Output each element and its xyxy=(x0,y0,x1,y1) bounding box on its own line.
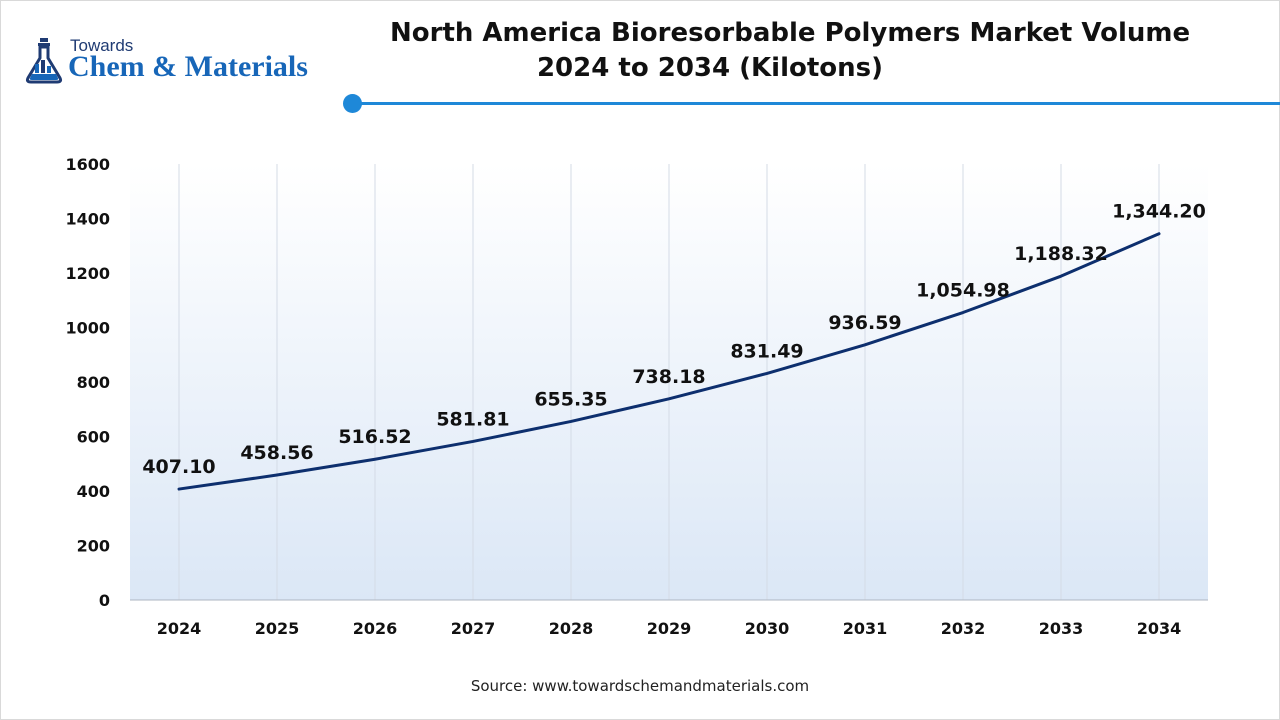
chart-title-line-2: 2024 to 2034 (Kilotons) xyxy=(536,53,884,83)
y-tick-label: 0 xyxy=(99,591,110,610)
x-tick-label-2033: 2033 xyxy=(1039,619,1084,638)
x-tick-label-2034: 2034 xyxy=(1137,619,1182,638)
data-label-2026: 516.52 xyxy=(338,426,411,448)
x-tick-label-2028: 2028 xyxy=(549,619,594,638)
x-tick-label-2029: 2029 xyxy=(647,619,692,638)
y-tick-label: 1400 xyxy=(65,210,110,229)
title-divider xyxy=(353,102,1280,105)
data-label-2031: 936.59 xyxy=(828,312,901,334)
logo-main-text: Chem & Materials xyxy=(68,50,308,83)
y-tick-label: 1000 xyxy=(65,319,110,338)
x-tick-label-2026: 2026 xyxy=(353,619,398,638)
x-tick-label-2030: 2030 xyxy=(745,619,790,638)
x-tick-label-2032: 2032 xyxy=(941,619,986,638)
x-tick-label-2031: 2031 xyxy=(843,619,888,638)
flask-icon xyxy=(25,38,63,84)
source-note: Source: www.towardschemandmaterials.com xyxy=(470,677,810,695)
data-label-2032: 1,054.98 xyxy=(916,280,1010,302)
data-label-2033: 1,188.32 xyxy=(1014,243,1108,265)
y-tick-label: 400 xyxy=(77,482,110,501)
data-label-2029: 738.18 xyxy=(632,366,705,388)
data-label-2034: 1,344.20 xyxy=(1112,201,1206,223)
x-tick-label-2024: 2024 xyxy=(157,619,202,638)
logo-small-text: Towards xyxy=(70,36,134,55)
series-line xyxy=(177,232,1161,491)
brand-logo: Towards Chem & Materials xyxy=(22,36,342,88)
data-label-2025: 458.56 xyxy=(240,442,313,464)
x-tick-label-2025: 2025 xyxy=(255,619,300,638)
title-divider-dot xyxy=(343,94,362,113)
data-label-2028: 655.35 xyxy=(534,388,607,410)
data-label-2030: 831.49 xyxy=(730,340,803,362)
y-tick-label: 1600 xyxy=(65,155,110,174)
y-tick-label: 800 xyxy=(77,373,110,392)
y-tick-label: 600 xyxy=(77,428,110,447)
data-label-2024: 407.10 xyxy=(142,456,215,478)
data-label-2027: 581.81 xyxy=(436,408,509,430)
y-tick-label: 200 xyxy=(77,537,110,556)
x-tick-label-2027: 2027 xyxy=(451,619,496,638)
y-tick-label: 1200 xyxy=(65,264,110,283)
